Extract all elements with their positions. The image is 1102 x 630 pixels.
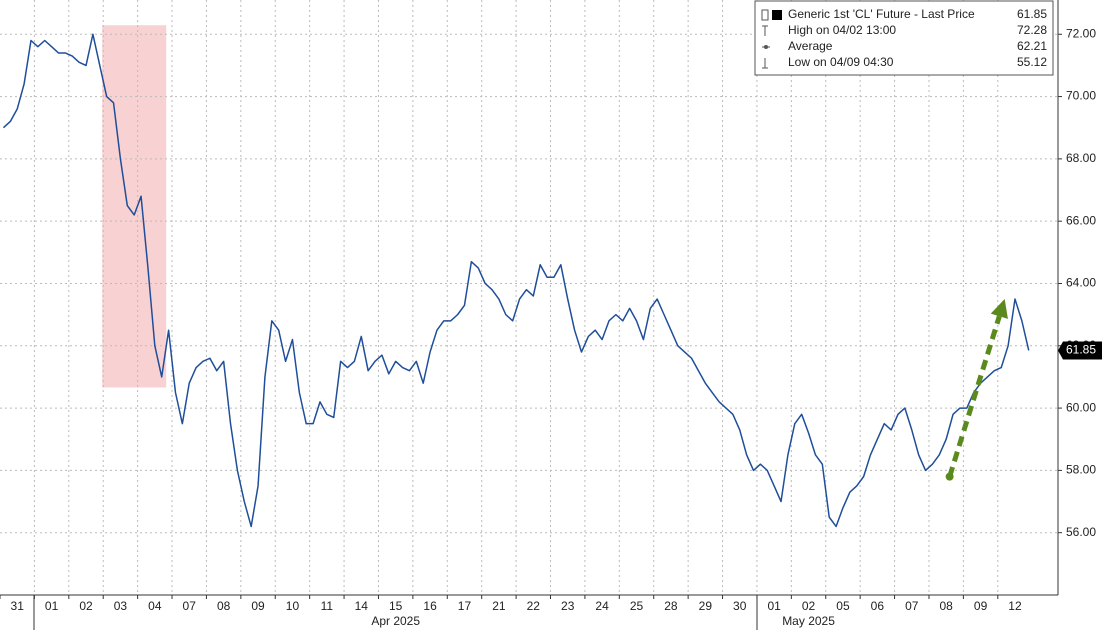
legend: Generic 1st 'CL' Future - Last Price 61.… [754,0,1054,76]
x-tick-label: 10 [286,599,300,613]
x-tick-label: 25 [630,599,644,613]
x-tick-label: 08 [217,599,231,613]
x-tick-label: 12 [1008,599,1022,613]
price-line [2,33,1030,528]
legend-label: Average [788,39,833,53]
x-tick-label: 21 [492,599,506,613]
x-tick-label: 15 [389,599,403,613]
x-tick-label: 09 [974,599,988,613]
y-tick-label: 72.00 [1066,26,1096,40]
last-price-tag [1058,341,1102,360]
legend-value: 72.28 [1017,23,1047,37]
legend-value: 61.85 [1017,7,1047,21]
last-price-label: 61.85 [1066,343,1096,357]
legend-value: 55.12 [1017,55,1047,69]
x-tick-label: 02 [802,599,816,613]
x-tick-label: 29 [699,599,713,613]
month-label: May 2025 [782,614,835,628]
legend-swatch [772,10,782,20]
x-tick-label: 11 [321,599,334,613]
x-tick-label: 30 [733,599,747,613]
legend-icon [761,9,769,21]
x-tick-label: 07 [183,599,197,613]
x-tick-label: 04 [148,599,162,613]
highlight-region [102,25,167,388]
x-tick-label: 24 [595,599,609,613]
x-tick-label: 09 [251,599,265,613]
legend-value: 62.21 [1017,39,1047,53]
x-tick-label: 22 [527,599,541,613]
x-tick-label: 14 [355,599,369,613]
x-tick-label: 06 [871,599,885,613]
legend-label: High on 04/02 13:00 [788,23,896,37]
x-tick-label: 16 [423,599,437,613]
x-tick-label: 02 [79,599,93,613]
y-tick-label: 64.00 [1066,276,1096,290]
legend-icon [764,45,768,49]
y-tick-label: 66.00 [1066,213,1096,227]
plot-layer: 61.85 [2,33,1102,528]
x-tick-label: 31 [11,599,25,613]
y-tick-label: 58.00 [1066,463,1096,477]
y-tick-label: 60.00 [1066,400,1096,414]
x-tick-label: 01 [45,599,59,613]
x-tick-label: 05 [836,599,850,613]
y-tick-label: 70.00 [1066,89,1096,103]
legend-label: Generic 1st 'CL' Future - Last Price [788,7,975,21]
x-tick-label: 07 [905,599,919,613]
x-tick-label: 01 [767,599,781,613]
x-tick-label: 23 [561,599,575,613]
y-tick-label: 56.00 [1066,525,1096,539]
legend-box [754,0,1054,76]
x-tick-label: 17 [458,599,472,613]
y-tick-label: 68.00 [1066,151,1096,165]
arrow-head [990,299,1008,319]
month-label: Apr 2025 [371,614,420,628]
legend-label: Low on 04/09 04:30 [788,55,894,69]
x-tick-label: 28 [664,599,678,613]
x-tick-label: 03 [114,599,128,613]
arrow-shaft [947,315,1002,478]
x-tick-label: 08 [939,599,953,613]
